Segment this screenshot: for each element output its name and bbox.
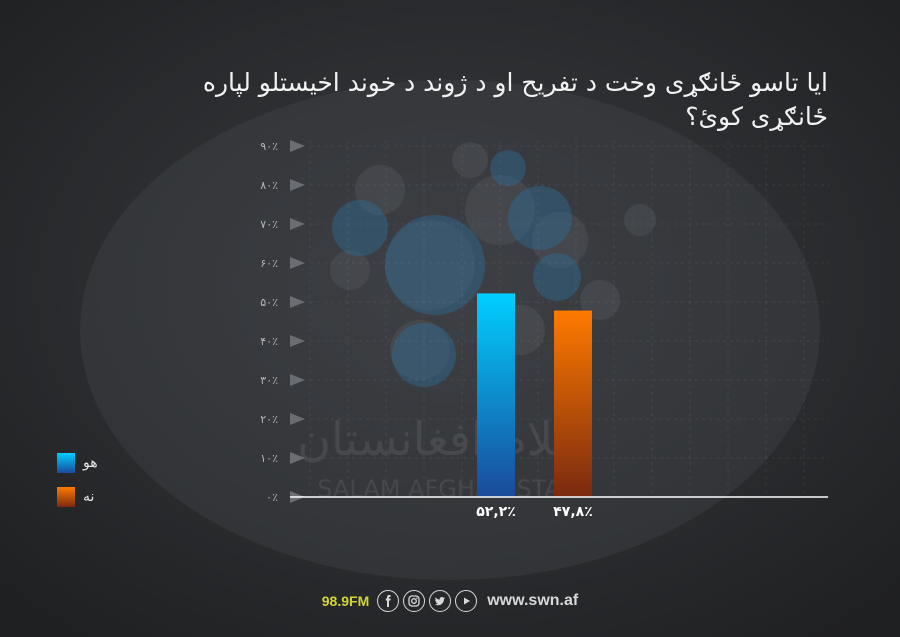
youtube-icon[interactable] [455, 590, 478, 612]
y-tick-arrow-icon [290, 179, 305, 191]
y-tick-arrow-icon [290, 413, 305, 425]
footer: 98.9FM www.swn.af [0, 590, 900, 612]
chart-title: ایا تاسو ځانګړی وخت د تفریح او د ژوند د … [202, 68, 828, 131]
instagram-icon[interactable] [403, 590, 426, 612]
y-tick-arrow-icon [290, 218, 305, 230]
y-tick-label: ۵۰٪ [260, 296, 278, 309]
bar-value-label: ۵۲,۲٪ [476, 504, 516, 520]
y-tick-label: ۰٪ [266, 491, 278, 504]
value-labels: ۵۲,۲٪ ۴۷,۸٪ [476, 504, 593, 520]
watermark-latin: SALAM AFGHANISTAN [317, 475, 579, 503]
y-tick-label: ۴۰٪ [260, 335, 278, 348]
bars [477, 293, 592, 497]
y-tick-label: ۹۰٪ [260, 140, 278, 153]
legend-label-no: نه [83, 489, 95, 505]
legend-swatch-yes [57, 453, 75, 473]
legend-swatch-no [57, 487, 75, 507]
twitter-icon[interactable] [429, 590, 452, 612]
y-tick-label: ۳۰٪ [260, 374, 278, 387]
facebook-icon[interactable] [377, 590, 400, 612]
watermark-arabic: سلام افغانستان [297, 412, 593, 466]
y-tick-label: ۲۰٪ [260, 413, 278, 426]
y-tick-arrow-icon [290, 452, 305, 464]
y-tick-arrow-icon [290, 374, 305, 386]
y-tick-arrow-icon [290, 140, 305, 152]
y-tick-arrow-icon [290, 296, 305, 308]
bar-no [554, 310, 592, 497]
legend-item-yes: هو [57, 452, 98, 474]
bar-yes [477, 293, 515, 497]
y-tick-label: ۸۰٪ [260, 179, 278, 192]
y-tick-arrow-icon [290, 257, 305, 269]
y-tick-label: ۱۰٪ [260, 452, 278, 465]
website-url[interactable]: www.swn.af [487, 592, 579, 609]
y-tick-label: ۷۰٪ [260, 218, 278, 231]
y-tick-arrow-icon [290, 335, 305, 347]
legend-item-no: نه [57, 486, 98, 508]
radio-frequency: 98.9FM [321, 593, 370, 609]
legend-label-yes: هو [83, 455, 98, 471]
y-tick-label: ۶۰٪ [260, 257, 278, 270]
legend: هو نه [57, 452, 98, 520]
y-axis: ۰٪ ۱۰٪ ۲۰٪ ۳۰٪ ۴۰٪ ۵۰٪ ۶۰٪ ۷۰٪ ۸۰٪ ۹۰٪ [260, 140, 305, 504]
bar-value-label: ۴۷,۸٪ [553, 504, 593, 520]
